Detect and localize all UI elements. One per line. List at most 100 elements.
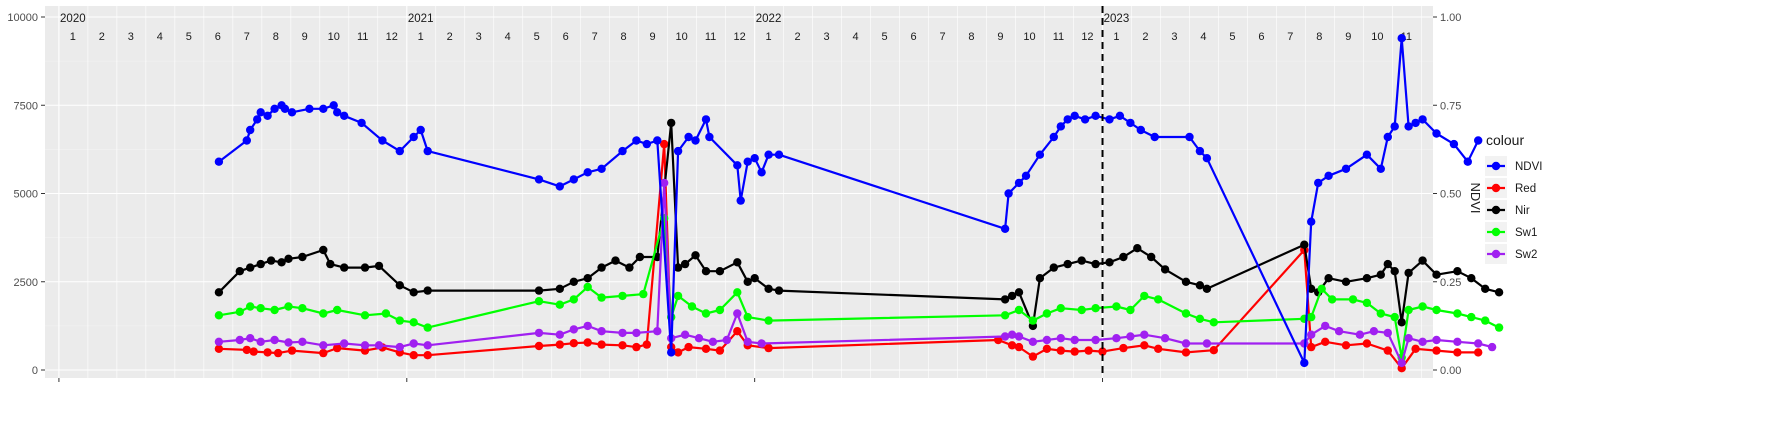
data-point — [1077, 256, 1086, 265]
data-point — [1341, 164, 1351, 173]
x-axis-ticks — [58, 378, 1104, 382]
data-point — [1307, 330, 1316, 339]
data-point — [1432, 335, 1441, 345]
data-point — [632, 328, 641, 338]
month-label: 4 — [1200, 31, 1206, 43]
month-label: 8 — [273, 31, 279, 43]
month-label: 9 — [997, 31, 1003, 43]
data-point — [1014, 178, 1024, 188]
data-point — [639, 289, 648, 299]
data-point — [1481, 284, 1490, 293]
data-point — [653, 136, 662, 145]
data-point — [1063, 115, 1072, 124]
data-point — [736, 196, 745, 205]
data-point — [1307, 342, 1316, 352]
month-label: 9 — [1345, 31, 1351, 43]
data-point — [1007, 291, 1017, 301]
data-point — [750, 274, 759, 283]
data-point — [691, 251, 700, 260]
data-point — [1021, 171, 1031, 180]
data-point — [423, 146, 432, 156]
data-point — [1432, 270, 1441, 279]
series-ndvi — [214, 34, 1483, 368]
month-label: 12 — [386, 31, 398, 43]
data-point — [1397, 34, 1406, 43]
data-point — [1014, 305, 1024, 315]
data-point — [256, 108, 265, 117]
data-point — [1404, 305, 1413, 315]
data-point — [333, 305, 342, 315]
data-point — [374, 261, 384, 271]
data-point — [673, 291, 683, 301]
data-point — [298, 304, 307, 313]
legend-label: Nir — [1515, 205, 1530, 217]
data-point — [1376, 164, 1386, 173]
data-point — [1028, 352, 1038, 361]
data-point — [1341, 277, 1351, 286]
data-point — [733, 258, 742, 267]
data-point — [1209, 318, 1219, 327]
y2-axis-title: NDVI — [1468, 182, 1483, 213]
month-label: 2 — [1142, 31, 1148, 43]
data-point — [1136, 125, 1146, 135]
data-point — [618, 328, 627, 338]
data-point — [1056, 346, 1066, 355]
data-point — [214, 157, 224, 166]
month-label: 3 — [823, 31, 829, 43]
data-point — [1042, 344, 1052, 353]
data-point — [764, 343, 773, 353]
data-point — [1418, 256, 1427, 265]
data-point — [395, 146, 404, 156]
data-point — [395, 281, 404, 290]
data-point — [994, 335, 1003, 345]
data-point — [684, 132, 693, 142]
data-point — [1369, 327, 1379, 336]
legend-item-red: Red — [1485, 178, 1536, 198]
y-tick-label: 10000 — [7, 12, 38, 24]
y-axis-right: 0.00 0.25 0.50 0.75 1.00 — [1433, 12, 1461, 377]
data-point — [319, 245, 328, 255]
data-point — [583, 168, 592, 177]
data-point — [256, 337, 265, 346]
data-point — [1202, 339, 1212, 348]
data-point — [680, 330, 690, 339]
legend-label: Red — [1515, 183, 1536, 195]
data-point — [1140, 291, 1149, 301]
year-label: 2020 — [60, 13, 86, 25]
data-point — [409, 339, 418, 348]
data-point — [1432, 346, 1441, 355]
data-point — [1355, 330, 1365, 339]
data-point — [1126, 305, 1135, 315]
data-point — [715, 305, 725, 315]
data-point — [597, 263, 606, 272]
data-point — [708, 337, 718, 346]
month-label: 10 — [328, 31, 340, 43]
data-point — [1418, 302, 1427, 311]
data-point — [1195, 146, 1205, 156]
data-point — [423, 351, 432, 360]
data-point — [287, 108, 297, 117]
data-point — [242, 345, 251, 355]
data-point — [423, 341, 432, 350]
data-point — [534, 341, 544, 351]
month-labels: 1 2 3 4 5 6 7 8 9 10 11 12 1 2 3 4 5 6 7 8 9 10 11 12 1 2 3 4 5 6 7 8 9 1… — [70, 31, 1412, 43]
data-point — [653, 327, 662, 336]
year-labels: 2020 2021 2022 2023 — [60, 13, 1129, 25]
data-point — [1494, 288, 1504, 297]
legend-item-ndvi: NDVI — [1485, 156, 1542, 176]
data-point — [416, 125, 425, 135]
data-point — [360, 341, 370, 350]
data-point — [1467, 274, 1476, 283]
legend-item-nir: Nir — [1485, 200, 1530, 220]
data-point — [1000, 295, 1010, 304]
data-point — [715, 267, 725, 276]
data-point — [757, 168, 766, 177]
data-point — [1341, 341, 1351, 350]
data-point — [357, 118, 366, 128]
month-label: 2 — [447, 31, 453, 43]
data-point — [1126, 332, 1135, 341]
month-label: 9 — [650, 31, 656, 43]
data-point — [1063, 259, 1072, 269]
data-point — [1181, 339, 1191, 348]
data-point — [673, 146, 683, 156]
